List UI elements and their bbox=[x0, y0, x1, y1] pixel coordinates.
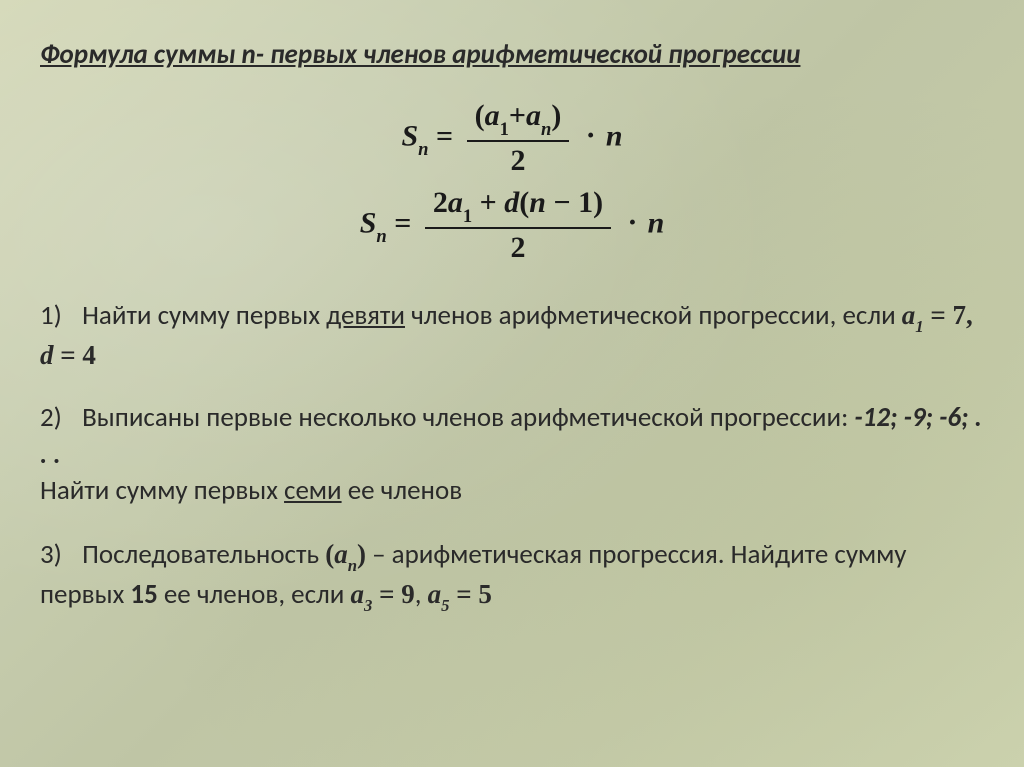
p3-c2-a: a bbox=[428, 579, 442, 609]
f2-sub1: 1 bbox=[463, 206, 472, 227]
f2-den: 2 bbox=[425, 227, 611, 265]
p2-label: 2) bbox=[40, 400, 76, 436]
f1-lhs-sub: n bbox=[418, 139, 428, 160]
f1-open: ( bbox=[475, 99, 485, 132]
formula-2: Sn = 2a1 + d(n − 1) 2 ∙ n bbox=[360, 186, 665, 265]
p3-c1-eq: = 9 bbox=[372, 579, 414, 609]
p3-text-c: ее членов, если bbox=[158, 578, 351, 611]
p3-comma: , bbox=[415, 578, 428, 611]
p1-underline: девяти bbox=[326, 299, 405, 332]
p3-fifteen: 15 bbox=[130, 578, 157, 611]
f2-minus: − bbox=[546, 186, 578, 219]
p2-text-a: Выписаны первые несколько членов арифмет… bbox=[82, 401, 854, 434]
p1-d: d bbox=[40, 340, 54, 370]
p3-sub: n bbox=[348, 556, 357, 575]
f2-tail: n bbox=[648, 206, 665, 239]
problem-2: 2) Выписаны первые несколько членов ариф… bbox=[40, 400, 984, 509]
p3-c2-sub: 5 bbox=[441, 596, 449, 615]
f2-plus: + bbox=[472, 186, 504, 219]
p3-c1-sub: 3 bbox=[364, 596, 372, 615]
f2-a: a bbox=[448, 186, 463, 219]
f1-lhs-base: S bbox=[401, 119, 418, 152]
f2-dot: ∙ bbox=[625, 206, 641, 239]
f1-sub2: n bbox=[541, 119, 551, 140]
p2-text-b: Найти сумму первых bbox=[40, 474, 284, 507]
p2-text-c: ее членов bbox=[342, 474, 463, 507]
formula-1: Sn = (a1+an) 2 ∙ n bbox=[401, 99, 622, 178]
p1-a: a bbox=[902, 300, 916, 330]
p1-a-eq: = 7, bbox=[924, 300, 973, 330]
f1-b: a bbox=[526, 99, 541, 132]
slide-title: Формула суммы n- первых членов арифметич… bbox=[40, 38, 984, 71]
problem-1: 1) Найти сумму первых девяти членов ариф… bbox=[40, 297, 984, 374]
p3-a: a bbox=[334, 539, 348, 569]
f2-lhs-sub: n bbox=[376, 226, 386, 247]
f2-d: d bbox=[504, 186, 519, 219]
p2-underline: семи bbox=[284, 474, 342, 507]
f2-2: 2 bbox=[433, 186, 448, 219]
problems-list: 1) Найти сумму первых девяти членов ариф… bbox=[40, 297, 984, 616]
f1-eq: = bbox=[436, 119, 461, 152]
f1-plus: + bbox=[509, 99, 526, 132]
slide-content: Формула суммы n- первых членов арифметич… bbox=[0, 0, 1024, 682]
f1-tail: n bbox=[606, 119, 623, 152]
f1-den: 2 bbox=[467, 140, 570, 178]
formula-block: Sn = (a1+an) 2 ∙ n Sn = 2a1 + d(n − 1) 2 bbox=[40, 95, 984, 269]
p1-label: 1) bbox=[40, 298, 76, 334]
problem-3: 3) Последовательность (an) – арифметичес… bbox=[40, 536, 984, 616]
p3-text-a: Последовательность bbox=[82, 538, 325, 571]
f1-a: a bbox=[485, 99, 500, 132]
p3-c1-a: a bbox=[350, 579, 364, 609]
p1-text-b: членов арифметической прогрессии, если bbox=[405, 299, 902, 332]
p1-text-a: Найти сумму первых bbox=[82, 299, 326, 332]
p3-c2-eq: = 5 bbox=[449, 579, 491, 609]
p1-d-eq: = 4 bbox=[54, 340, 96, 370]
f2-n: n bbox=[529, 186, 546, 219]
f2-lhs-base: S bbox=[360, 206, 377, 239]
f1-fraction: (a1+an) 2 bbox=[467, 99, 570, 178]
p3-close: ) bbox=[357, 539, 366, 569]
f1-sub1: 1 bbox=[500, 119, 509, 140]
p3-label: 3) bbox=[40, 537, 76, 573]
f2-fraction: 2a1 + d(n − 1) 2 bbox=[425, 186, 611, 265]
f2-open: ( bbox=[519, 186, 529, 219]
f2-eq: = bbox=[394, 206, 419, 239]
p3-open: ( bbox=[325, 539, 334, 569]
f1-close: ) bbox=[551, 99, 561, 132]
f2-1: 1 bbox=[578, 186, 593, 219]
f2-close: ) bbox=[593, 186, 603, 219]
f1-dot: ∙ bbox=[583, 119, 599, 152]
p1-a-sub: 1 bbox=[915, 317, 923, 336]
